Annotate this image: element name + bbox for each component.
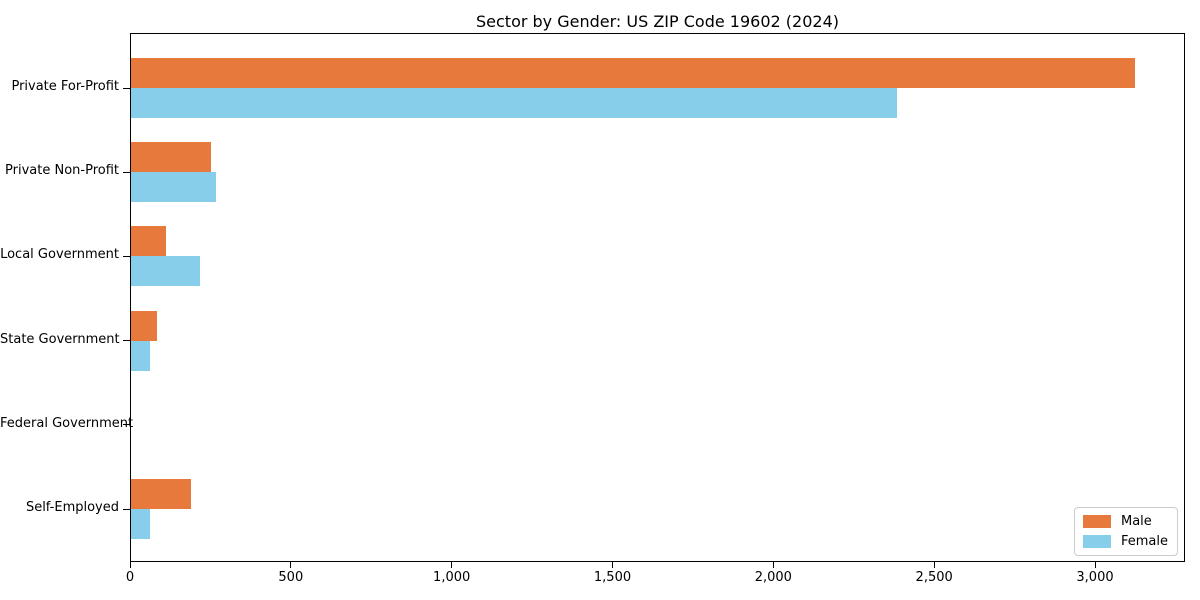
x-tick-label: 0: [125, 570, 135, 585]
y-tick-label-private-non-profit: Private Non-Profit: [5, 163, 119, 179]
y-tick-label-private-for-profit: Private For-Profit: [11, 79, 119, 94]
y-axis-tick: [123, 508, 130, 510]
x-axis-tick: [612, 562, 613, 568]
x-axis-tick: [290, 562, 292, 568]
x-tick-label: 1,500: [593, 570, 632, 585]
y-tick-label-state-government: State Government: [0, 331, 120, 347]
legend-label-female: Female: [1121, 534, 1169, 549]
bar-male-self-employed: [131, 479, 191, 509]
legend-item-male: Male: [1083, 514, 1169, 529]
bar-female-private-non-profit: [131, 172, 216, 202]
bar-male-private-for-profit: [131, 58, 1135, 88]
bar-female-state-government: [131, 341, 150, 371]
y-axis-tick: [123, 171, 130, 173]
y-axis-tick: [123, 255, 130, 257]
bar-female-local-government: [131, 256, 200, 286]
x-tick-label: 3,000: [1076, 570, 1114, 585]
y-tick-label-federal-government: Federal Government: [0, 415, 134, 431]
legend-swatch-male: [1083, 515, 1111, 528]
bar-female-self-employed: [131, 509, 150, 539]
x-axis-tick: [451, 562, 453, 568]
bar-male-state-government: [131, 311, 157, 341]
x-axis-tick: [1094, 562, 1096, 568]
x-tick-label: 1,000: [433, 570, 471, 585]
bar-male-local-government: [131, 226, 166, 256]
x-tick-label: 2,500: [915, 570, 953, 585]
y-axis-tick: [123, 340, 130, 342]
bar-male-private-non-profit: [131, 142, 211, 172]
x-axis-tick: [129, 562, 131, 568]
y-tick-label-local-government: Local Government: [0, 247, 119, 263]
bar-female-private-for-profit: [131, 88, 897, 118]
plot-area: Male Female: [123, 33, 1185, 562]
x-tick-label: 500: [278, 570, 304, 585]
y-axis-tick: [123, 424, 130, 426]
y-axis-tick: [123, 87, 130, 89]
x-axis-tick: [933, 562, 935, 568]
x-axis-tick: [772, 562, 774, 568]
legend: Male Female: [1074, 507, 1178, 556]
x-tick-label: 2,000: [754, 570, 792, 585]
legend-item-female: Female: [1083, 534, 1169, 549]
legend-swatch-female: [1083, 535, 1111, 548]
chart-title: Sector by Gender: US ZIP Code 19602 (202…: [476, 12, 839, 31]
y-tick-label-self-employed: Self-Employed: [25, 500, 119, 515]
legend-label-male: Male: [1121, 514, 1152, 529]
